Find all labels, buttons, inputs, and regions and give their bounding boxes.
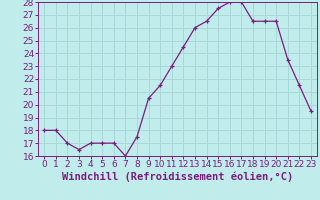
X-axis label: Windchill (Refroidissement éolien,°C): Windchill (Refroidissement éolien,°C) — [62, 172, 293, 182]
